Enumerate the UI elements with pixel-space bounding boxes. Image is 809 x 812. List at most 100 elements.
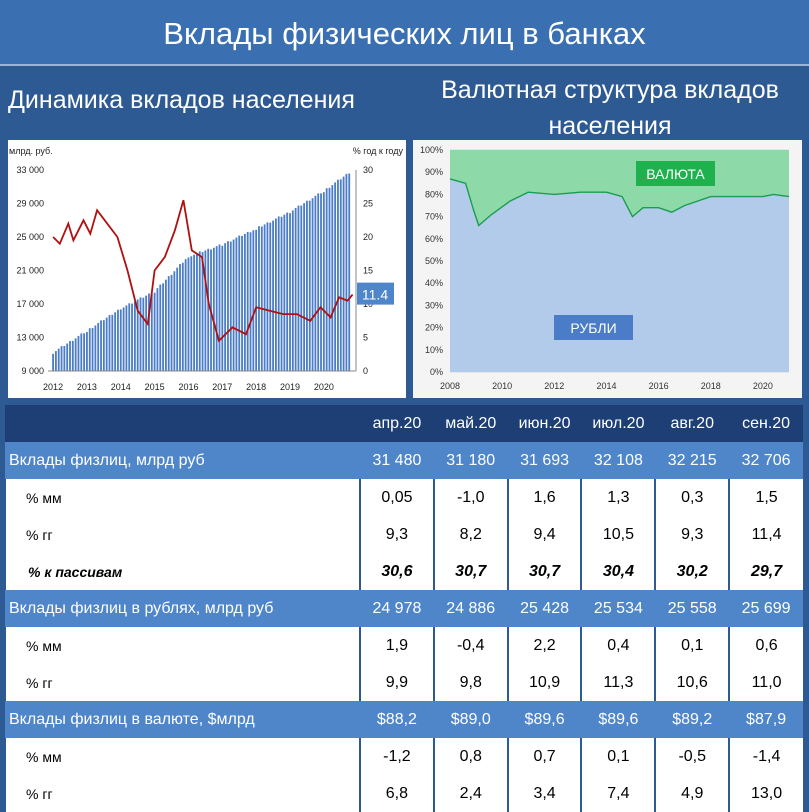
y-right-tick-label: 0 xyxy=(363,366,368,376)
y-tick-label: 60% xyxy=(425,234,443,244)
deposit-bar xyxy=(128,303,131,371)
deposit-bar xyxy=(266,222,269,371)
deposit-bar xyxy=(339,179,342,371)
rub-label: РУБЛИ xyxy=(570,320,616,336)
x-tick-label: 2018 xyxy=(701,381,721,391)
deposit-bar xyxy=(91,328,94,371)
row-label: Вклады физлиц в валюте, $млрд xyxy=(5,701,360,738)
page-title: Вклады физических лиц в банках xyxy=(0,0,809,66)
deposit-bar xyxy=(249,232,252,371)
table-row: % мм -1,2 0,8 0,7 0,1 -0,5 -1,4 xyxy=(4,738,803,775)
x-tick-label: 2019 xyxy=(280,382,300,392)
deposit-bar xyxy=(66,343,69,371)
deposit-bar xyxy=(54,351,57,371)
deposit-bar xyxy=(317,193,320,371)
deposit-bar xyxy=(139,297,142,371)
y-left-tick-label: 17 000 xyxy=(16,299,44,309)
rub-share-line xyxy=(449,178,790,227)
y-left-tick-label: 21 000 xyxy=(16,266,44,276)
deposit-bar xyxy=(88,328,91,371)
deposit-bar xyxy=(83,333,86,371)
rub-label-box xyxy=(554,315,633,340)
deposit-bar xyxy=(280,216,283,371)
table-cell: 0,8 xyxy=(432,738,508,775)
deposit-bar xyxy=(269,222,272,371)
deposit-bar xyxy=(322,192,325,371)
deposit-bar xyxy=(57,348,60,371)
deposit-bar xyxy=(77,335,80,371)
table-cell: 0,6 xyxy=(728,627,803,664)
deposit-bar xyxy=(105,317,108,371)
deposit-bar xyxy=(308,200,311,371)
deposit-bar xyxy=(252,230,255,371)
x-tick-label: 2010 xyxy=(492,381,512,391)
table-header-row: апр.20 май.20 июн.20 июл.20 авг.20 сен.20 xyxy=(5,405,803,442)
x-tick-label: 2014 xyxy=(596,381,616,391)
currency-structure-chart-panel: 0% 10% 20% 30% 40% 50% 60% 70% 80% 90% 100% 2008 201… xyxy=(413,140,802,398)
table-cell: 32 108 xyxy=(581,442,656,479)
table-cell: $89,6 xyxy=(581,701,656,738)
table-cell: 9,8 xyxy=(432,664,508,701)
y-right-tick-label: 30 xyxy=(363,165,373,175)
deposit-bar xyxy=(71,340,74,371)
deposit-bar xyxy=(52,353,54,371)
deposit-bar xyxy=(291,210,294,371)
x-tick-label: 2018 xyxy=(246,382,266,392)
y-left-tick-label: 9 000 xyxy=(21,366,44,376)
table-cell: -1,2 xyxy=(359,738,434,775)
deposit-bar xyxy=(86,332,88,371)
deposit-bar xyxy=(63,345,66,371)
table-cell: 31 693 xyxy=(507,442,582,479)
table-cell: 0,3 xyxy=(654,479,730,516)
deposit-bar xyxy=(246,231,249,371)
y-right-tick-label: 20 xyxy=(363,232,373,242)
deposit-bar xyxy=(218,244,221,371)
deposit-bar xyxy=(74,338,77,371)
table-cell: 2,4 xyxy=(432,775,508,812)
last-value-label: 11.4 xyxy=(362,287,388,303)
table-cell: 31 180 xyxy=(433,442,508,479)
deposit-bar xyxy=(156,288,159,371)
deposit-bar xyxy=(153,292,156,371)
table-cell: 10,5 xyxy=(580,516,656,553)
deposit-bar xyxy=(181,262,184,371)
deposit-bar xyxy=(289,213,291,371)
y-left-tick-label: 13 000 xyxy=(16,333,44,343)
y-tick-label: 30% xyxy=(425,300,443,310)
x-tick-label: 2016 xyxy=(649,381,669,391)
table-cell: 25 558 xyxy=(655,590,730,627)
growth-yoy-line xyxy=(52,199,354,343)
column-header: май.20 xyxy=(433,405,508,442)
deposit-bar xyxy=(184,259,187,371)
last-value-badge xyxy=(357,282,394,305)
deposit-bar xyxy=(328,187,331,371)
table-cell: 31 480 xyxy=(360,442,434,479)
deposit-bar xyxy=(215,246,218,371)
table-cell: 30,2 xyxy=(654,553,730,590)
deposit-bar xyxy=(159,284,162,371)
x-tick-label: 2012 xyxy=(544,381,564,391)
deposit-bar xyxy=(243,233,246,371)
column-header: сен.20 xyxy=(729,405,803,442)
table-row: Вклады физлиц в валюте, $млрд $88,2 $89,0 $… xyxy=(5,701,803,738)
deposit-bar xyxy=(258,226,260,371)
deposit-bar xyxy=(337,179,339,371)
table-row: % гг 9,3 8,2 9,4 10,5 9,3 11,4 xyxy=(4,516,803,553)
deposit-bar xyxy=(111,314,114,371)
table-header-empty xyxy=(5,405,360,442)
table-cell: 1,3 xyxy=(580,479,656,516)
deposit-bar xyxy=(162,283,164,371)
table-cell: $89,6 xyxy=(507,701,582,738)
deposits-dynamics-chart-panel: млрд. руб. % год к году 9 000 13 000 17 000 2… xyxy=(8,140,406,398)
x-tick-label: 2016 xyxy=(178,382,198,392)
deposit-bar xyxy=(274,218,277,371)
table-cell: $89,0 xyxy=(433,701,508,738)
deposit-bar xyxy=(114,312,117,371)
deposit-bar xyxy=(133,301,136,371)
table-cell: 4,9 xyxy=(654,775,730,812)
table-cell: 25 534 xyxy=(581,590,656,627)
table-cell: 1,6 xyxy=(506,479,582,516)
deposit-bar xyxy=(320,193,322,371)
deposit-bar xyxy=(334,182,337,371)
x-tick-label: 2008 xyxy=(440,381,460,391)
